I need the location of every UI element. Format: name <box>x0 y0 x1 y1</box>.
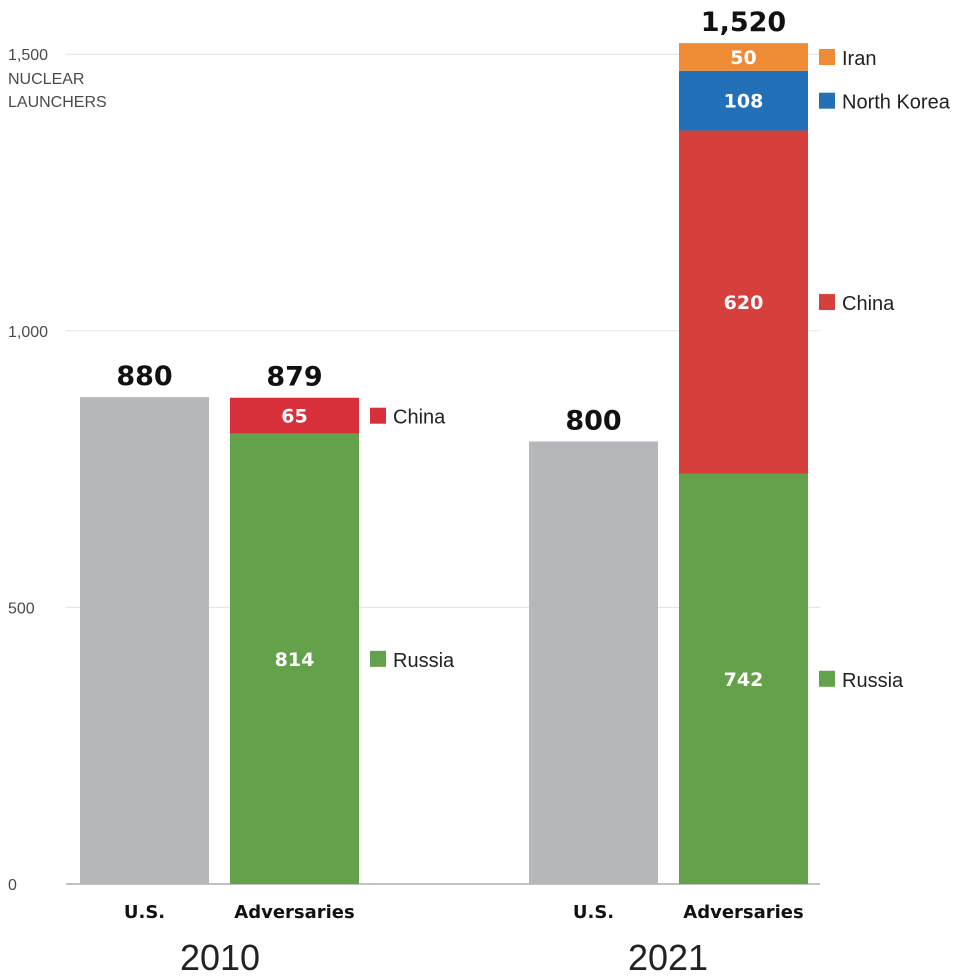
bars <box>80 43 808 884</box>
y-axis-label: NUCLEAR LAUNCHERS <box>8 71 107 111</box>
legend-label: Russia <box>393 650 455 672</box>
legend-swatch <box>819 294 835 311</box>
legend-swatch <box>370 407 386 424</box>
bar-total-label: 800 <box>565 405 621 436</box>
bar-segment-russia <box>230 433 359 884</box>
bar-total-label: 880 <box>116 361 172 392</box>
segment-value-label: 50 <box>730 47 756 69</box>
bar-segment-china <box>230 397 359 434</box>
segment-value-label: 742 <box>724 669 764 691</box>
legend-label: Russia <box>842 670 904 692</box>
bar-segment-iran <box>679 43 808 71</box>
legend-label: China <box>393 407 446 429</box>
year-label: 2010 <box>180 937 260 976</box>
category-label: U.S. <box>573 902 614 923</box>
legend-swatch <box>819 92 835 109</box>
legend-swatch <box>370 650 386 667</box>
y-tick-label: 1,500 <box>8 47 48 64</box>
y-tick-label: 0 <box>8 877 17 894</box>
bar-segment-u-s- <box>529 441 658 884</box>
segment-value-label: 620 <box>724 292 764 314</box>
category-label: Adversaries <box>234 902 354 923</box>
legend-swatch <box>819 670 835 687</box>
segment-value-label: 65 <box>281 406 307 428</box>
legend-label: China <box>842 293 895 315</box>
category-label: U.S. <box>124 902 165 923</box>
labels: 0 500 1,000 1,500 NUCLEAR LAUNCHERS 880 U.S. 814… <box>8 7 951 976</box>
bar-segment-u-s- <box>80 397 209 884</box>
bar-total-label: 1,520 <box>701 7 786 38</box>
category-label: Adversaries <box>683 902 803 923</box>
legend-label: North Korea <box>842 92 951 114</box>
segment-value-label: 814 <box>275 649 315 671</box>
bar-segment-north-korea <box>679 70 808 131</box>
bar-segment-russia <box>679 473 808 884</box>
segment-value-label: 108 <box>724 91 764 113</box>
legend-swatch <box>819 48 835 65</box>
legend-label: Iran <box>842 48 876 70</box>
year-label: 2021 <box>628 937 708 976</box>
y-tick-label: 1,000 <box>8 324 48 341</box>
bar-segment-china <box>679 130 808 474</box>
bar-total-label: 879 <box>266 362 322 393</box>
y-tick-label: 500 <box>8 600 35 617</box>
